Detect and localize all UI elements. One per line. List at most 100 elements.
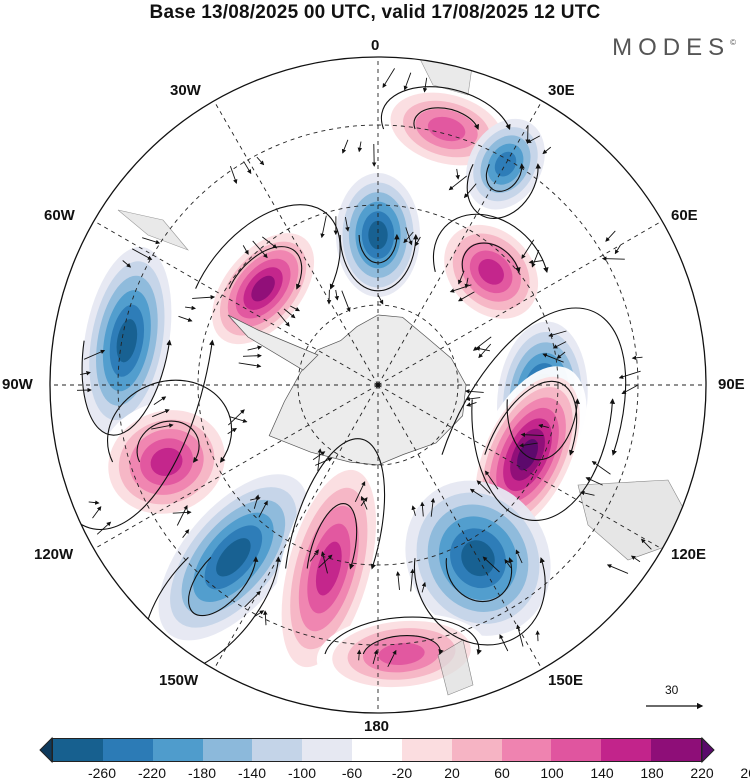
colorbar-tick-label: 60 [494, 765, 510, 781]
wind-arrow [185, 305, 196, 311]
wind-arrow [341, 139, 349, 154]
wind-arrow [482, 556, 500, 573]
wind-arrow [556, 351, 566, 359]
wind-arrow [504, 558, 512, 569]
wind-arrow [476, 480, 491, 494]
wind-arrow [341, 290, 351, 313]
colorbar-segment [601, 739, 652, 761]
wind-arrow [538, 423, 549, 429]
wind-arrow [227, 409, 245, 426]
streamline [50, 339, 215, 530]
wind-arrow [585, 477, 603, 486]
wind-arrow [96, 521, 112, 535]
streamline [195, 204, 341, 290]
wind-arrow [387, 649, 397, 668]
brand-mark: © [730, 38, 736, 47]
anomaly-positive [435, 216, 547, 328]
colorbar-segment [252, 739, 303, 761]
wind-arrow [243, 161, 252, 175]
antarctic-peninsula [227, 314, 319, 371]
wind-arrow [247, 345, 263, 351]
south-pole-marker [375, 382, 381, 388]
wind-arrow [263, 610, 268, 626]
colorbar-tick-label: 20 [444, 765, 460, 781]
wind-arrow [455, 168, 460, 180]
anomaly-negative [82, 246, 172, 435]
wind-arrow [421, 581, 427, 593]
streamline [413, 107, 480, 131]
wind-arrow [618, 370, 641, 379]
colorbar-segment [501, 739, 552, 761]
lon-label-180: 180 [364, 718, 390, 735]
colorbar-segment [551, 739, 602, 761]
wind-arrow [320, 215, 327, 239]
wind-arrow [229, 165, 238, 184]
colorbar-tick-label: 260 [740, 765, 750, 781]
wind-arrow [542, 146, 552, 155]
colorbar-segment [102, 739, 153, 761]
reference-vector-label: 30 [665, 683, 679, 697]
wind-arrow [458, 270, 465, 285]
wind-arrow [372, 649, 379, 665]
wind-arrow [382, 68, 395, 88]
meridian [91, 384, 379, 551]
streamline [432, 213, 549, 273]
new-zealand [437, 639, 474, 696]
brand-text: MODES [612, 34, 731, 61]
wind-arrow [621, 384, 639, 395]
chart-title: Base 13/08/2025 00 UTC, valid 17/08/2025… [149, 2, 601, 23]
streamline [485, 163, 525, 192]
anomaly-positive [97, 400, 236, 524]
meridian [377, 384, 544, 672]
streamline [506, 398, 580, 461]
wind-arrow [318, 554, 333, 568]
lon-label-60e: 60E [671, 207, 698, 224]
colorbar [52, 738, 702, 762]
anomaly-negative [336, 173, 420, 297]
wind-arrow [515, 549, 523, 564]
wind-arrow [395, 571, 401, 590]
wind-arrow [242, 353, 262, 358]
streamline [324, 616, 482, 656]
lat-lon-grid [50, 57, 706, 713]
wind-arrow [151, 423, 174, 430]
map-boundary [49, 56, 707, 714]
wind-arrow [122, 260, 132, 268]
colorbar-tick-label: -100 [287, 765, 317, 781]
wind-arrow [262, 236, 278, 249]
streamline [136, 420, 200, 463]
wind-arrow [499, 634, 509, 652]
wind-arrow [252, 240, 268, 259]
wind-arrow [605, 230, 616, 242]
wind-arrow [520, 432, 544, 438]
lon-label-0: 0 [371, 37, 380, 54]
wind-arrow [606, 564, 629, 574]
wind-arrow [131, 248, 153, 260]
colorbar-labels: -260 -220 -180 -140 -100 -60 -20 20 60 100 140 180 2… [0, 765, 750, 783]
lon-label-30e: 30E [548, 82, 575, 99]
wind-arrow [83, 349, 106, 360]
wind-arrow [277, 311, 290, 327]
lon-label-120w: 120W [34, 546, 74, 563]
streamline [471, 398, 616, 522]
wind-arrow [535, 630, 540, 642]
wind-arrow [640, 538, 652, 550]
colorbar-tick-label: -60 [341, 765, 363, 781]
wind-arrow [521, 239, 535, 260]
wind-arrow [258, 500, 268, 518]
wind-arrow [580, 490, 595, 496]
streamline [339, 233, 419, 292]
colorbar-tick-label: 180 [640, 765, 664, 781]
wind-arrow [410, 568, 415, 592]
wind-arrow [552, 341, 567, 349]
colorbar-tick-label: 220 [690, 765, 714, 781]
wind-arrow [176, 504, 188, 526]
colorbar-tick-label: -260 [87, 765, 117, 781]
streamline [107, 379, 233, 463]
wind-arrow [458, 291, 475, 302]
wind-arrow [631, 355, 643, 361]
wind-arrow [405, 227, 413, 246]
meridian [212, 384, 379, 672]
wind-arrow [360, 495, 368, 510]
